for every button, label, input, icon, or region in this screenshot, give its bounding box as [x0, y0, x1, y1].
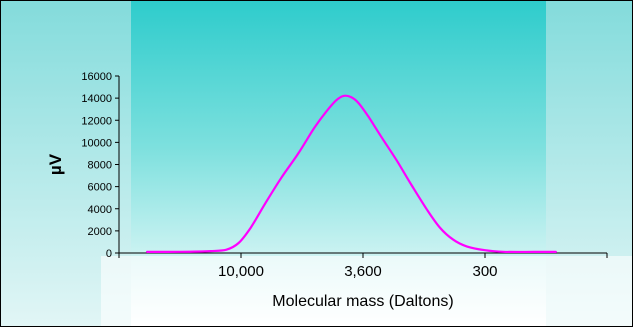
background-bottom-band	[101, 256, 632, 326]
y-tick-label: 12000	[81, 115, 112, 127]
y-tick-label: 4000	[88, 204, 112, 216]
y-tick-label: 2000	[88, 226, 112, 238]
y-axis-title: µV	[46, 153, 65, 175]
y-tick-label: 14000	[81, 93, 112, 105]
series-line	[146, 94, 557, 254]
y-tick-label: 0	[106, 248, 112, 260]
y-axis-ticks: 0 2000 4000 6000 8000 10000 12000 14000 16000	[81, 71, 119, 260]
x-tick-label: 300	[472, 263, 497, 280]
y-tick-label: 10000	[81, 137, 112, 149]
x-axis-ticks: 10,000 3,600 300	[118, 253, 608, 280]
y-tick-label: 16000	[81, 71, 112, 83]
x-axis-title: Molecular mass (Daltons)	[272, 293, 453, 310]
y-tick-label: 8000	[88, 160, 112, 172]
x-tick-label: 10,000	[218, 263, 264, 280]
y-tick-label: 6000	[88, 182, 112, 194]
x-tick-label: 3,600	[344, 263, 382, 280]
